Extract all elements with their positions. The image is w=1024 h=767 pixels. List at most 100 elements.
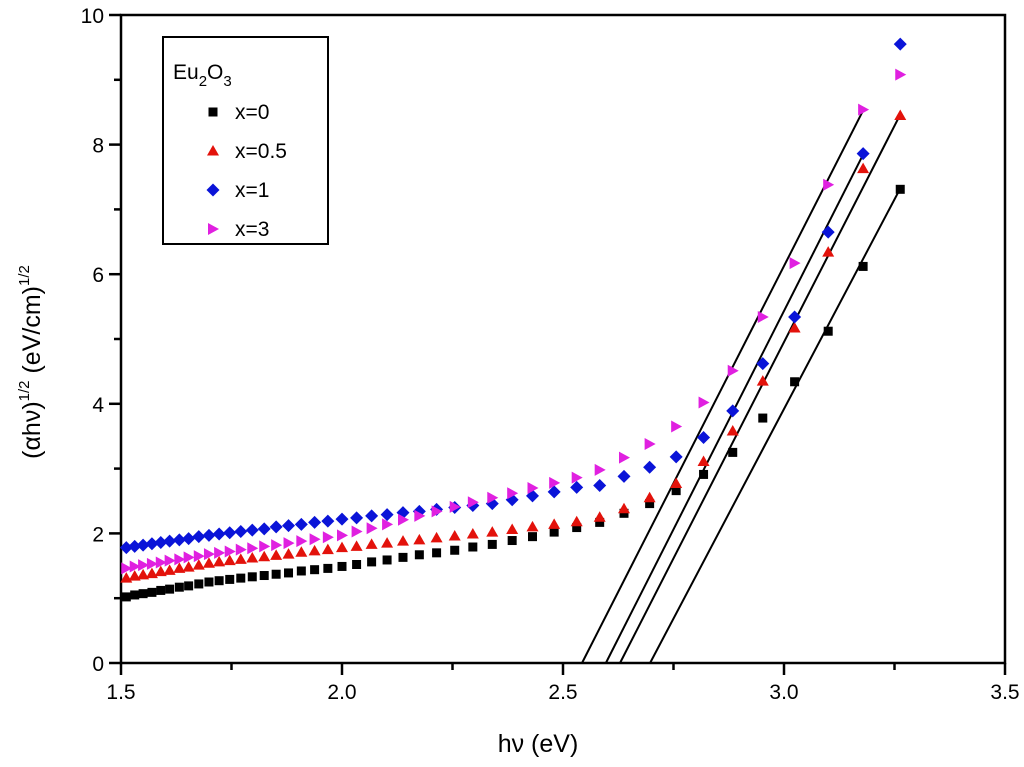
data-point — [594, 463, 606, 476]
data-point — [821, 225, 835, 239]
data-point — [822, 246, 835, 257]
data-point — [431, 505, 443, 518]
data-point — [756, 375, 769, 386]
y-tick-label: 10 — [81, 5, 104, 28]
data-point — [282, 519, 296, 533]
data-point — [294, 517, 308, 531]
data-point — [858, 261, 868, 271]
legend-marker-2 — [206, 183, 220, 197]
fit-line-1 — [619, 114, 901, 664]
data-point — [236, 573, 246, 583]
data-point — [449, 500, 461, 513]
data-point — [643, 491, 656, 503]
data-point — [350, 540, 363, 551]
data-point — [727, 364, 739, 377]
data-point — [726, 404, 740, 418]
data-point — [163, 534, 177, 548]
y-axis-title-exp2: 1/2 — [16, 265, 33, 286]
data-point — [321, 543, 334, 555]
data-point — [548, 518, 561, 529]
data-point — [214, 576, 224, 586]
data-point — [365, 538, 378, 549]
data-point — [644, 437, 656, 450]
data-point — [467, 496, 479, 509]
x-axis-ticks: 1.5 2.0 2.5 3.0 3.5 — [106, 663, 1020, 704]
y-tick-label: 0 — [92, 653, 104, 676]
x-tick-label: 3.0 — [769, 681, 798, 704]
data-point — [128, 539, 142, 553]
data-point — [617, 469, 631, 483]
x-tick-label: 3.5 — [990, 681, 1019, 704]
data-point — [856, 147, 870, 161]
data-point — [271, 539, 283, 552]
data-point — [296, 535, 308, 548]
data-point — [154, 535, 168, 549]
legend-marker-0 — [208, 107, 218, 117]
data-point — [380, 508, 394, 522]
data-point — [645, 499, 655, 509]
fit-line-3 — [581, 109, 865, 664]
x-axis-title: hν (eV) — [498, 730, 579, 758]
data-point — [823, 178, 835, 191]
data-point — [269, 520, 283, 534]
data-point — [174, 553, 186, 566]
data-point — [789, 257, 801, 270]
data-point — [450, 545, 460, 555]
data-point — [336, 541, 348, 553]
x-tick-label: 2.0 — [327, 681, 356, 704]
data-point — [527, 482, 539, 495]
data-point — [308, 515, 322, 529]
series-2 — [119, 37, 907, 555]
data-point — [756, 357, 770, 371]
data-point — [893, 37, 907, 51]
data-point — [182, 561, 195, 572]
data-point — [192, 530, 206, 544]
data-point — [895, 184, 905, 194]
data-point — [507, 487, 519, 500]
data-point — [382, 518, 394, 531]
data-point — [156, 585, 166, 595]
data-point — [145, 567, 158, 579]
data-point — [413, 533, 426, 545]
data-point — [121, 592, 131, 602]
data-point — [283, 537, 295, 550]
data-point — [202, 557, 215, 568]
data-point — [617, 502, 630, 514]
data-point — [203, 548, 215, 561]
data-point — [350, 511, 364, 525]
data-point — [468, 542, 478, 552]
data-point — [224, 545, 236, 558]
data-point — [121, 562, 133, 575]
data-point — [671, 420, 683, 433]
data-point — [593, 478, 607, 492]
data-point — [225, 574, 235, 584]
data-point — [618, 451, 630, 464]
legend: Eu2O3 x=0 x=0.5 x=1 x=3 — [162, 36, 329, 245]
data-point — [173, 562, 186, 573]
data-point — [145, 537, 159, 551]
legend-title-eu: Eu — [173, 61, 199, 84]
legend-label-x1: x=1 — [235, 179, 269, 202]
data-point — [571, 471, 583, 484]
series-0 — [121, 184, 905, 602]
data-point — [136, 538, 150, 552]
data-point — [247, 572, 257, 582]
data-point — [235, 543, 247, 556]
data-point — [204, 577, 214, 587]
data-point — [202, 528, 216, 542]
y-tick-label: 6 — [92, 264, 104, 287]
legend-box — [162, 36, 329, 245]
data-point — [414, 550, 424, 560]
data-point — [284, 568, 294, 578]
data-point — [259, 571, 269, 581]
data-point — [295, 546, 308, 557]
data-point — [366, 522, 378, 535]
data-point — [486, 526, 499, 537]
data-point — [234, 553, 247, 564]
data-point — [182, 532, 196, 546]
data-point — [365, 509, 379, 523]
data-point — [382, 555, 392, 565]
data-point — [506, 523, 519, 535]
data-point — [430, 531, 443, 543]
data-point — [857, 162, 870, 174]
